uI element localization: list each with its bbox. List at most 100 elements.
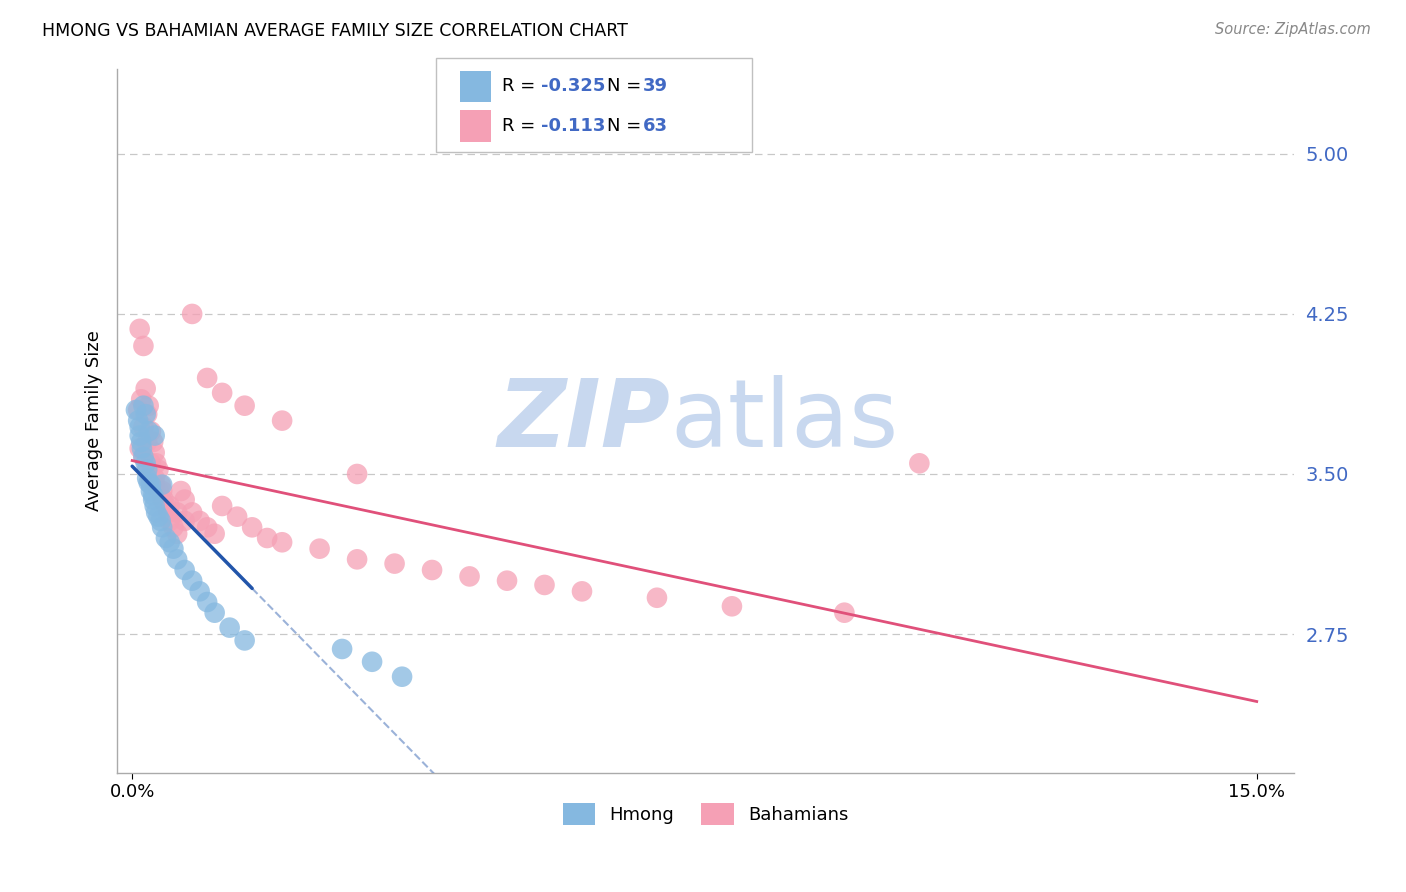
Point — [908, 456, 931, 470]
Point — [571, 584, 593, 599]
Text: N =: N = — [607, 78, 647, 95]
Point — [138, 399, 160, 413]
Point — [131, 442, 153, 456]
Point — [271, 535, 294, 549]
Point — [125, 403, 148, 417]
Point — [218, 621, 240, 635]
Point — [496, 574, 519, 588]
Point — [143, 428, 166, 442]
Point — [138, 475, 160, 490]
Point — [139, 477, 162, 491]
Point — [148, 509, 170, 524]
Point — [132, 450, 155, 464]
Point — [166, 505, 188, 519]
Point — [159, 535, 181, 549]
Point — [181, 505, 204, 519]
Point — [150, 477, 173, 491]
Point — [128, 428, 150, 442]
Point — [159, 514, 181, 528]
Point — [129, 434, 152, 449]
Point — [149, 514, 172, 528]
Point — [155, 499, 177, 513]
Point — [150, 484, 173, 499]
Point — [170, 484, 193, 499]
Point — [181, 307, 204, 321]
Point — [240, 520, 263, 534]
Point — [132, 450, 155, 464]
Point — [136, 407, 159, 421]
Point — [136, 463, 159, 477]
Point — [188, 584, 211, 599]
Point — [138, 425, 160, 439]
Point — [139, 425, 162, 439]
Point — [143, 471, 166, 485]
Point — [204, 526, 226, 541]
Point — [361, 655, 384, 669]
Point — [211, 385, 233, 400]
Text: R =: R = — [502, 117, 541, 135]
Point — [458, 569, 481, 583]
Point — [195, 595, 218, 609]
Point — [308, 541, 330, 556]
Text: N =: N = — [607, 117, 647, 135]
Point — [135, 382, 157, 396]
Text: -0.325: -0.325 — [541, 78, 606, 95]
Point — [127, 414, 149, 428]
Point — [132, 399, 155, 413]
Point — [136, 434, 159, 449]
Point — [143, 445, 166, 459]
Point — [128, 420, 150, 434]
Point — [135, 456, 157, 470]
Point — [181, 574, 204, 588]
Point — [645, 591, 668, 605]
Point — [166, 552, 188, 566]
Point — [211, 499, 233, 513]
Point — [148, 463, 170, 477]
Point — [173, 563, 195, 577]
Point — [150, 520, 173, 534]
Point — [136, 463, 159, 477]
Point — [129, 392, 152, 407]
Point — [132, 339, 155, 353]
Point — [226, 509, 249, 524]
Point — [143, 499, 166, 513]
Point — [142, 488, 165, 502]
Point — [128, 322, 150, 336]
Point — [162, 541, 184, 556]
Point — [139, 471, 162, 485]
Point — [233, 399, 256, 413]
Point — [139, 456, 162, 470]
Point — [155, 531, 177, 545]
Point — [188, 514, 211, 528]
Point — [142, 434, 165, 449]
Point — [346, 552, 368, 566]
Text: 39: 39 — [643, 78, 668, 95]
Point — [143, 477, 166, 491]
Text: R =: R = — [502, 78, 541, 95]
Point — [330, 642, 353, 657]
Point — [135, 407, 157, 421]
Point — [149, 477, 172, 491]
Point — [162, 520, 184, 534]
Point — [157, 505, 180, 519]
Point — [127, 403, 149, 417]
Point — [128, 442, 150, 456]
Point — [142, 492, 165, 507]
Point — [271, 414, 294, 428]
Point — [139, 484, 162, 499]
Legend: Hmong, Bahamians: Hmong, Bahamians — [554, 794, 858, 834]
Point — [204, 606, 226, 620]
Point — [721, 599, 744, 614]
Point — [166, 526, 188, 541]
Point — [132, 420, 155, 434]
Point — [391, 670, 413, 684]
Point — [195, 371, 218, 385]
Point — [173, 514, 195, 528]
Text: atlas: atlas — [671, 375, 898, 467]
Point — [384, 557, 406, 571]
Text: 63: 63 — [643, 117, 668, 135]
Text: ZIP: ZIP — [498, 375, 671, 467]
Point — [136, 471, 159, 485]
Point — [148, 484, 170, 499]
Point — [195, 520, 218, 534]
